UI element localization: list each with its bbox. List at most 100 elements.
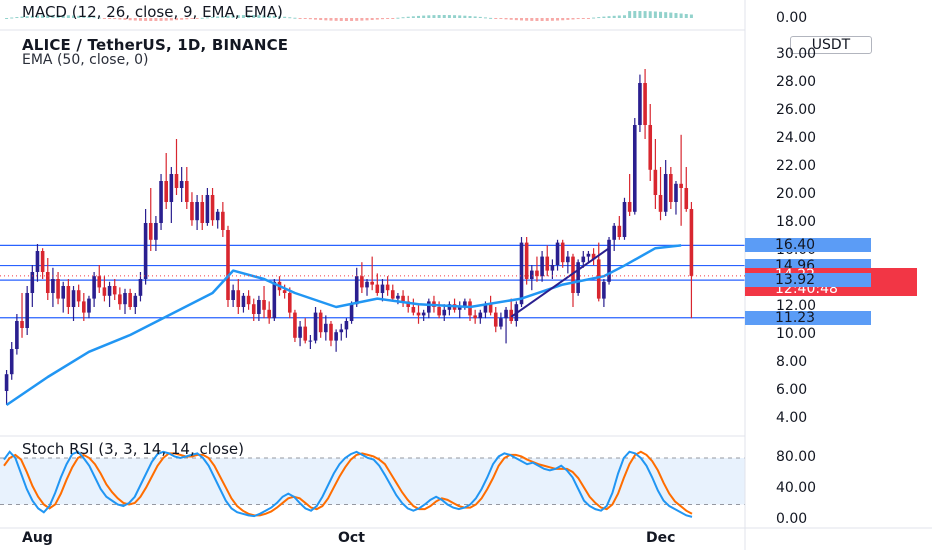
candle-body — [581, 256, 586, 263]
candle-body — [169, 174, 174, 202]
currency-button[interactable]: USDT — [790, 36, 872, 54]
macd-histogram-bar — [391, 18, 395, 19]
stoch-rsi-indicator-title[interactable]: Stoch RSI (3, 3, 14, 14, close) — [22, 440, 244, 458]
candle-body — [669, 174, 673, 202]
macd-histogram-bar — [236, 15, 240, 18]
macd-histogram-bar — [365, 18, 369, 21]
macd-histogram-bar — [478, 16, 482, 18]
macd-histogram-bar — [406, 16, 410, 18]
macd-histogram-bar — [674, 13, 678, 18]
candle-body — [195, 202, 199, 221]
macd-histogram-bar — [576, 18, 580, 20]
macd-histogram-bar — [205, 17, 209, 19]
macd-histogram-bar — [530, 18, 534, 21]
trendline — [510, 247, 610, 318]
candle-body — [179, 181, 184, 188]
price-axis-tick: 12.00 — [776, 298, 817, 314]
macd-histogram-bar — [334, 18, 338, 21]
macd-histogram-bar — [586, 18, 590, 19]
candle-body — [370, 281, 374, 285]
macd-histogram-bar — [535, 18, 539, 21]
candle-body — [82, 301, 86, 313]
macd-histogram-bar — [422, 15, 426, 18]
macd-histogram-bar — [375, 18, 379, 20]
price-axis-tick: 18.00 — [776, 214, 817, 230]
candle-body — [71, 290, 76, 307]
candle-body — [334, 332, 338, 341]
macd-histogram-bar — [571, 18, 575, 20]
candle-body — [246, 295, 251, 305]
candle-body — [329, 323, 333, 341]
macd-histogram-bar — [483, 17, 487, 19]
macd-histogram-bar — [447, 15, 451, 18]
candle-body — [76, 290, 81, 302]
ema-indicator-title[interactable]: EMA (50, close, 0) — [22, 52, 149, 68]
macd-histogram-bar — [520, 18, 523, 21]
macd-histogram-bar — [144, 18, 148, 21]
candle-body — [566, 256, 570, 263]
candle-body — [87, 298, 91, 313]
candle-body — [97, 276, 102, 288]
symbol-title[interactable]: ALICE / TetherUS, 1D, BINANCE — [22, 36, 289, 54]
macd-histogram-bar — [5, 18, 9, 19]
macd-histogram-bar — [540, 18, 544, 21]
macd-axis-tick: 0.00 — [776, 10, 808, 26]
macd-histogram-bar — [185, 18, 189, 20]
macd-histogram-bar — [231, 15, 235, 18]
candle-body — [509, 309, 514, 321]
level-price-tag: 11.23 — [745, 310, 871, 325]
macd-histogram-bar — [463, 15, 467, 18]
macd-indicator-title[interactable]: MACD (12, 26, close, 9, EMA, EMA) — [22, 3, 283, 21]
macd-histogram-bar — [437, 15, 441, 18]
candle-body — [45, 272, 50, 293]
candle-body — [648, 125, 653, 170]
macd-histogram-bar — [612, 15, 616, 18]
macd-histogram-bar — [411, 16, 415, 18]
macd-histogram-bar — [108, 18, 112, 19]
macd-histogram-bar — [581, 18, 585, 19]
candle-body — [128, 293, 132, 307]
macd-histogram-bar — [664, 12, 668, 18]
candle-body — [427, 301, 431, 313]
candle-body — [380, 284, 385, 293]
macd-histogram-bar — [293, 17, 297, 19]
macd-histogram-bar — [622, 15, 626, 18]
price-axis-tick: 22.00 — [776, 158, 817, 174]
candle-body — [576, 262, 580, 293]
candle-body — [617, 225, 622, 237]
time-axis-label: Oct — [338, 530, 365, 546]
candle-body — [550, 265, 555, 271]
macd-histogram-bar — [509, 18, 513, 20]
candle-body — [622, 202, 627, 237]
candle-body — [643, 83, 647, 125]
candle-body — [92, 276, 96, 299]
candle-body — [324, 323, 328, 333]
candle-body — [612, 225, 616, 240]
stoch-axis-tick: 0.00 — [776, 511, 808, 527]
macd-histogram-bar — [30, 15, 34, 18]
candle-body — [15, 321, 19, 349]
macd-histogram-bar — [592, 17, 596, 19]
candle-body — [468, 301, 472, 316]
macd-histogram-bar — [92, 17, 96, 19]
candle-body — [529, 270, 534, 279]
macd-histogram-bar — [314, 18, 318, 20]
macd-histogram-bar — [133, 18, 137, 21]
candle-body — [241, 295, 246, 307]
ema-50-line — [5, 244, 682, 407]
candle-body — [375, 284, 380, 293]
macd-histogram-bar — [303, 18, 307, 19]
macd-histogram-bar — [360, 18, 364, 21]
macd-histogram-bar — [10, 17, 14, 19]
level-price-tag: 13.92 — [745, 273, 871, 288]
macd-histogram-bar — [602, 16, 606, 18]
candle-body — [267, 309, 271, 319]
macd-histogram-bar — [494, 18, 498, 19]
macd-histogram-bar — [504, 18, 508, 20]
macd-histogram-bar — [689, 14, 693, 18]
time-axis-label: Aug — [22, 530, 53, 546]
candle-body — [560, 242, 565, 263]
stoch-d-line — [3, 450, 693, 517]
macd-histogram-bar — [679, 13, 683, 18]
